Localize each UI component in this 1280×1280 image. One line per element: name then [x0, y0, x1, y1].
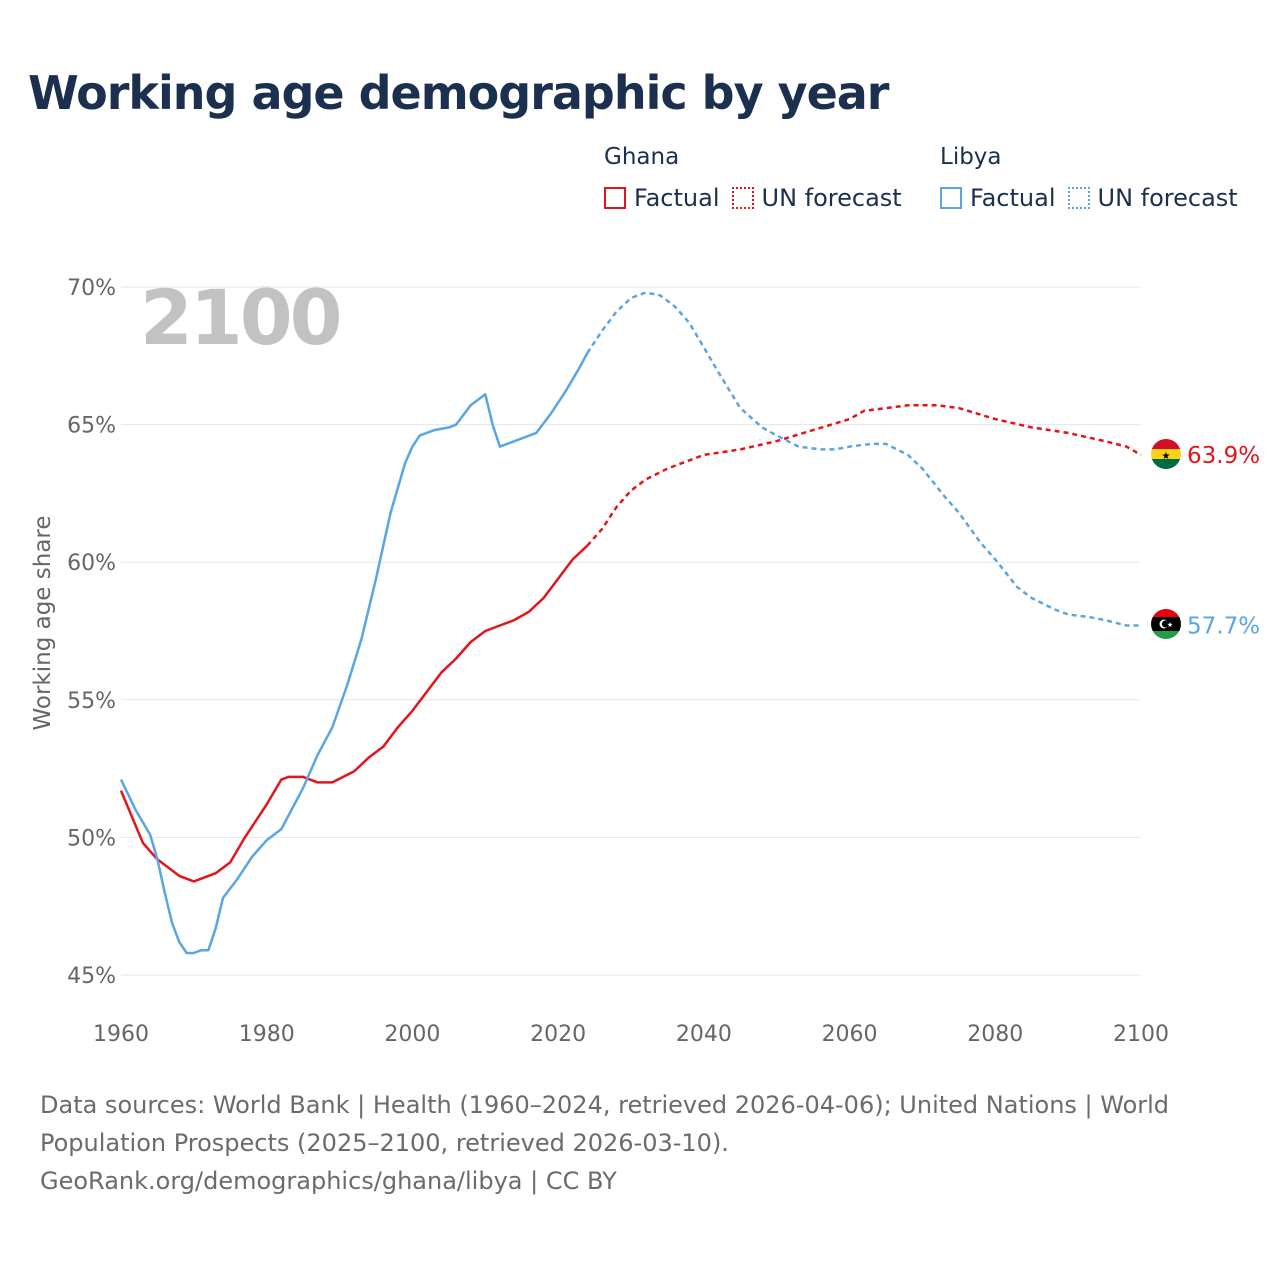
legend-swatch-dotted-icon [731, 187, 754, 209]
legend-ghana-name: Ghana [604, 144, 680, 170]
ghana-flag-icon: ★ [1151, 439, 1181, 469]
y-tick-label: 50% [67, 826, 116, 851]
x-tick-label: 1960 [93, 1022, 149, 1047]
x-tick-label: 1980 [239, 1022, 295, 1047]
y-tick-label: 70% [67, 276, 116, 301]
legend-swatch-solid-icon [940, 187, 962, 209]
svg-text:★: ★ [1167, 621, 1173, 629]
legend-libya-forecast[interactable]: UN forecast [1067, 184, 1238, 212]
legend-swatch-solid-icon [604, 187, 626, 209]
x-tick-label: 2100 [1113, 1022, 1169, 1047]
libya-end-label: 57.7% [1187, 613, 1260, 639]
ghana-forecast-line [586, 404, 1142, 547]
series-end-markers: ★ ★ [1151, 439, 1181, 639]
line-chart: 45% 50% 55% 60% 65% 70% 1960 1980 2000 2020 2040 2… [30, 273, 1260, 1047]
legend-swatch-dotted-icon [1067, 187, 1090, 209]
x-tick-label: 2040 [676, 1022, 732, 1047]
end-labels: 63.9% 57.7% [1187, 443, 1260, 640]
y-tick-label: 45% [67, 964, 116, 989]
legend-libya-factual-label: Factual [970, 184, 1056, 212]
libya-forecast-line [586, 291, 1141, 627]
sources: Data sources: World Bank | Health (1960–… [40, 1086, 1190, 1200]
y-axis-ticks: 45% 50% 55% 60% 65% 70% [67, 276, 116, 989]
legend-ghana-forecast[interactable]: UN forecast [731, 184, 902, 212]
ghana-factual-line [119, 544, 589, 883]
x-axis-ticks: 1960 1980 2000 2020 2040 2060 2080 2100 [93, 1022, 1169, 1047]
chart-title: Working age demographic by year [28, 66, 889, 120]
legend-ghana-forecast-label: UN forecast [761, 184, 902, 212]
y-axis-label: Working age share [30, 515, 56, 730]
legend-ghana: Ghana Factual UN forecast [604, 144, 914, 212]
x-tick-label: 2020 [530, 1022, 586, 1047]
sources-text: Data sources: World Bank | Health (1960–… [40, 1091, 1170, 1157]
x-tick-label: 2000 [384, 1022, 440, 1047]
ghana-end-label: 63.9% [1187, 443, 1260, 469]
y-tick-label: 55% [67, 689, 116, 714]
y-tick-label: 60% [67, 551, 116, 576]
y-tick-label: 65% [67, 414, 116, 439]
sources-url[interactable]: GeoRank.org/demographics/ghana/libya | C… [40, 1167, 617, 1195]
svg-text:★: ★ [1162, 451, 1171, 462]
libya-factual-line [119, 352, 589, 955]
legend-libya-forecast-label: UN forecast [1097, 184, 1238, 212]
grid [121, 286, 1141, 976]
legend-libya: Libya Factual UN forecast [940, 144, 1250, 212]
legend-libya-factual[interactable]: Factual [940, 184, 1056, 212]
libya-flag-icon: ★ [1151, 609, 1181, 639]
year-label: 2100 [140, 273, 340, 362]
x-tick-label: 2080 [967, 1022, 1023, 1047]
legend-ghana-factual[interactable]: Factual [604, 184, 720, 212]
x-tick-label: 2060 [822, 1022, 878, 1047]
series-lines [119, 291, 1142, 955]
legend-ghana-factual-label: Factual [634, 184, 720, 212]
legend-libya-name: Libya [940, 144, 1002, 170]
